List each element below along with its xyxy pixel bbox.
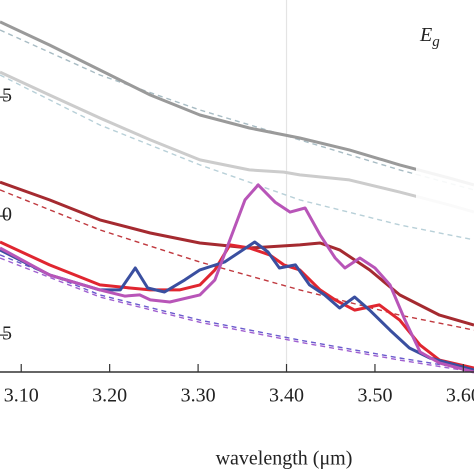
plot-area: 3.10 3.20 3.30 3.40 3.50 3.60 5 0 5	[0, 0, 474, 407]
fit-line	[0, 74, 474, 241]
y-tick-label: 5	[2, 323, 12, 345]
legend-title: Eg	[419, 24, 440, 51]
spectrum-line	[0, 240, 474, 370]
fit-line	[0, 29, 474, 191]
legend-box	[416, 14, 474, 214]
x-tick-label: 3.50	[357, 385, 392, 407]
fit-line	[0, 257, 474, 373]
fit-line	[0, 189, 474, 331]
legend-title-sub: g	[432, 34, 440, 50]
fit-line	[0, 254, 474, 371]
legend-title-main: E	[419, 24, 432, 46]
x-axis-label: wavelength (μm)	[216, 448, 353, 470]
spectrum-line	[0, 180, 474, 327]
x-tick-label: 3.20	[92, 385, 127, 407]
spectrum-line	[0, 183, 474, 374]
spectrum-line	[0, 240, 474, 372]
x-tick-label: 3.40	[269, 385, 304, 407]
y-tick-label: 5	[2, 85, 12, 107]
x-tick-label: 3.60	[446, 385, 474, 407]
spectrum-line	[0, 70, 474, 214]
x-tick-label: 3.30	[181, 385, 216, 407]
y-tick-label: 0	[2, 204, 12, 226]
x-tick-label: 3.10	[4, 385, 39, 407]
